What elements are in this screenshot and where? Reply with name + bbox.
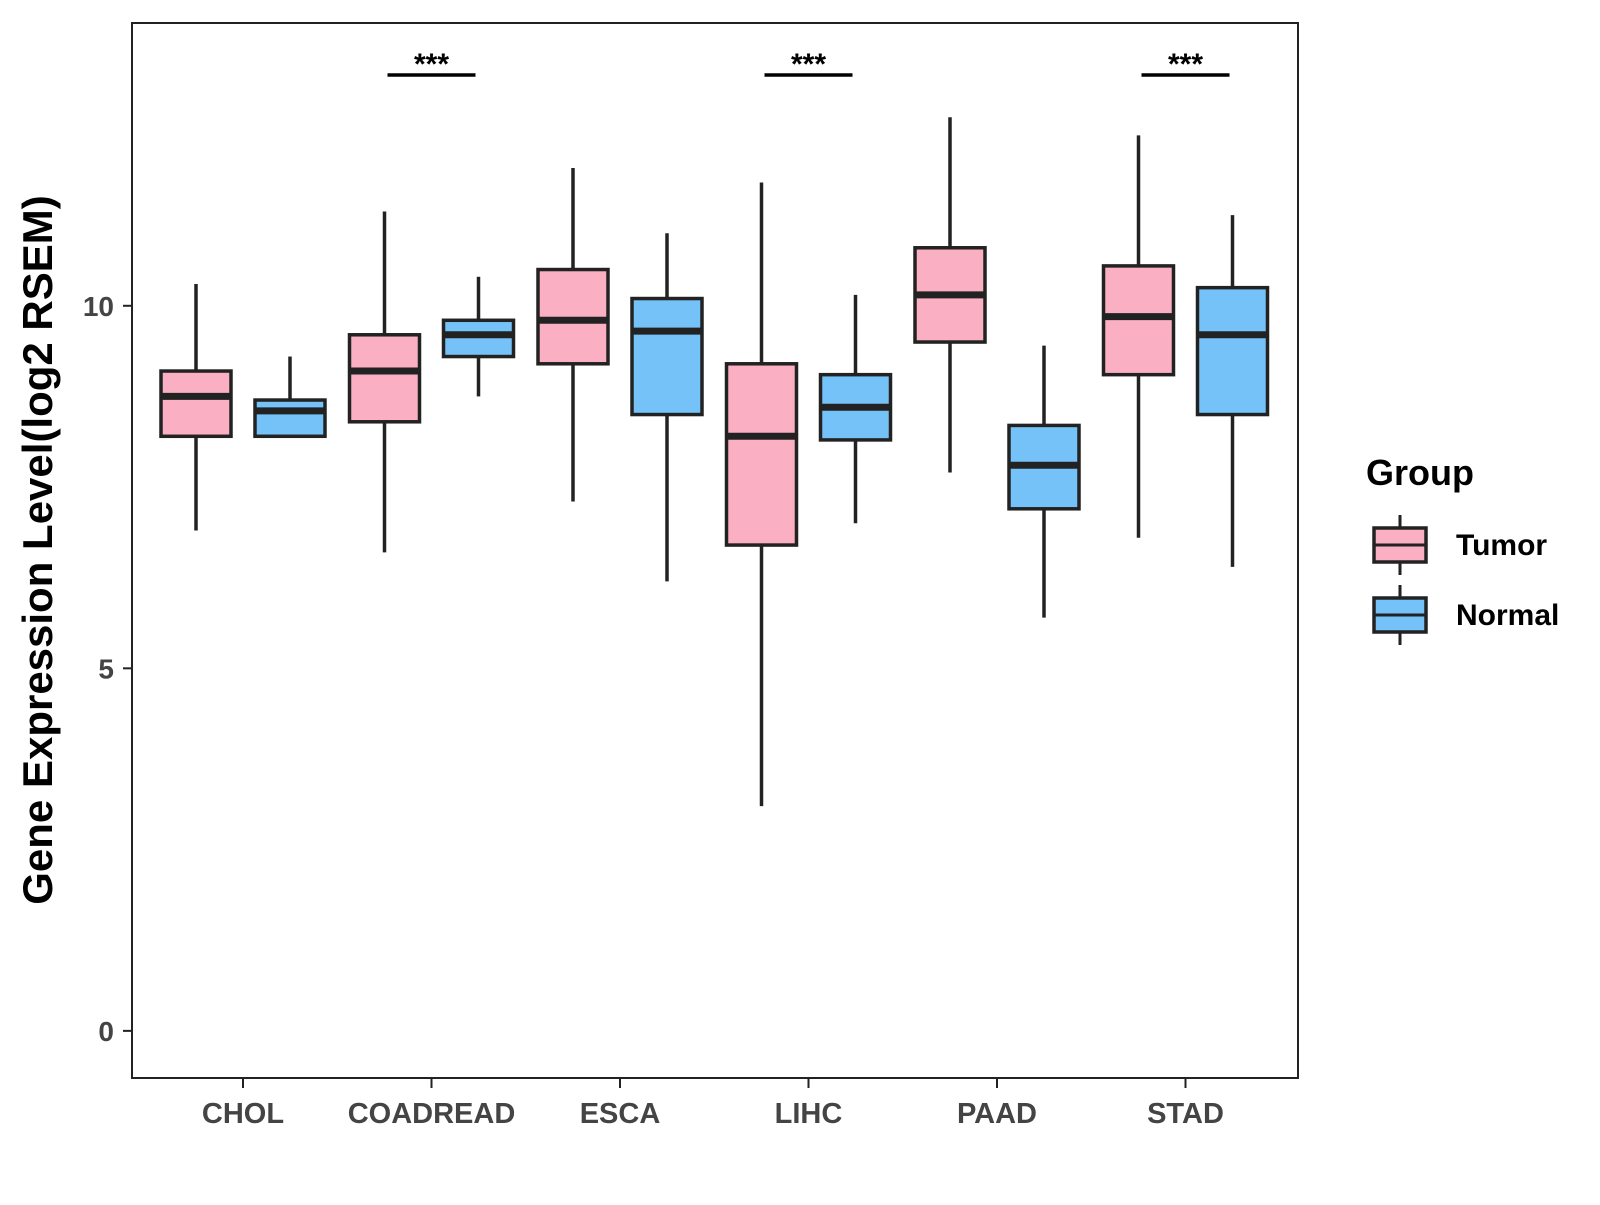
box-esca-normal [630,296,704,417]
legend-title: Group [1366,452,1474,493]
y-tick-label: 10 [83,291,114,322]
x-tick-label: COADREAD [348,1098,516,1130]
y-axis-label: Gene Expression Level(log2 RSEM) [14,195,61,905]
plot-layer: 0 5 10 CHOL COADREAD ESCA LIHC PAAD STAD *** *** **… [83,48,1270,1130]
x-tick-label: LIHC [775,1098,843,1130]
significance-label-lihc: *** [791,48,826,81]
significance-label-stad: *** [1168,48,1203,81]
x-tick-label: STAD [1147,1098,1224,1130]
plot-panel-border [131,22,1299,1079]
legend-label-tumor: Tumor [1456,529,1547,562]
x-tick-label: CHOL [202,1098,284,1130]
x-tick-label: ESCA [580,1098,661,1130]
box-esca-tumor [536,267,610,366]
box-stad-normal [1195,285,1270,417]
box-chol-normal [253,398,327,439]
x-tick-label: PAAD [957,1098,1037,1130]
legend-label-normal: Normal [1456,599,1559,632]
significance-label-coadread: *** [414,48,449,81]
box-stad-tumor [1101,264,1176,377]
box-coadread-tumor [347,333,422,424]
y-tick-label: 5 [98,653,114,684]
box-lihc-tumor [724,362,799,547]
box-chol-tumor [159,369,233,439]
y-tick-label: 0 [98,1016,114,1047]
box-coadread-normal [441,318,516,359]
legend: Tumor Normal [1372,515,1559,645]
